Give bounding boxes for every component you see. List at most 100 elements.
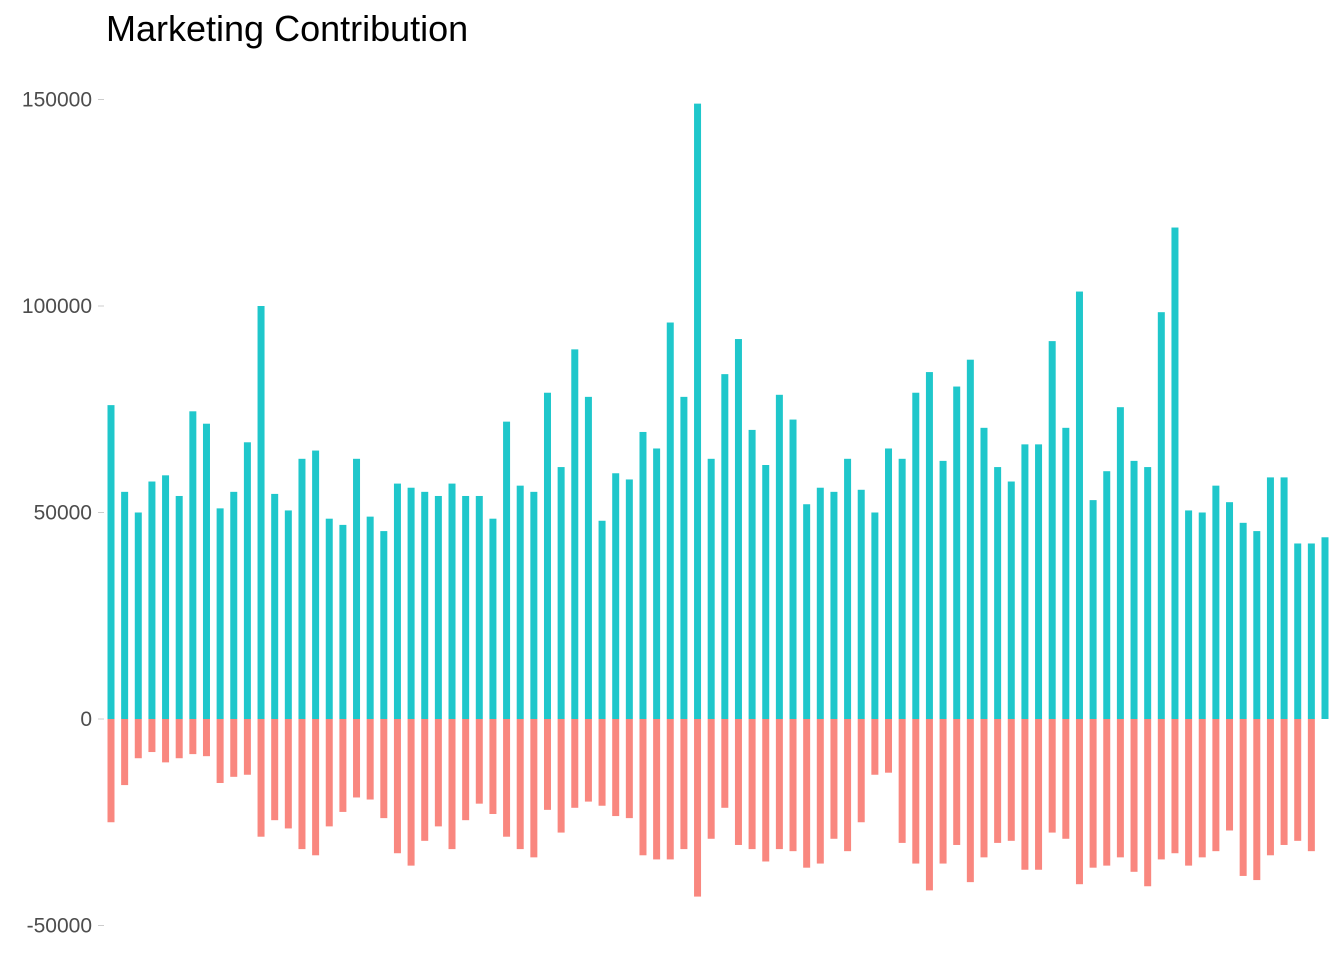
positive-bar	[353, 458, 361, 719]
positive-bar	[734, 339, 742, 719]
positive-bar	[298, 458, 306, 719]
negative-bar	[871, 719, 879, 775]
positive-bar	[598, 520, 606, 719]
positive-bar	[134, 512, 142, 719]
negative-bar	[530, 719, 538, 858]
positive-bar	[121, 491, 129, 719]
negative-bar	[121, 719, 129, 786]
positive-bar	[557, 467, 565, 719]
positive-bar	[1130, 460, 1138, 720]
positive-bar	[653, 448, 661, 719]
negative-bar	[1144, 719, 1152, 887]
negative-bar	[1048, 719, 1056, 833]
positive-bar	[612, 473, 620, 719]
negative-bar	[1007, 719, 1015, 841]
negative-bar	[434, 719, 442, 827]
positive-bar	[844, 458, 852, 719]
negative-bar	[939, 719, 947, 864]
positive-bar	[1048, 341, 1056, 719]
negative-bar	[1198, 719, 1206, 858]
positive-bar	[230, 491, 238, 719]
positive-bar	[639, 431, 647, 719]
positive-bar	[271, 493, 279, 719]
negative-bar	[966, 719, 974, 883]
negative-bar	[202, 719, 210, 757]
positive-bar	[1321, 537, 1329, 719]
positive-bar	[312, 450, 320, 719]
positive-bar	[1253, 531, 1261, 719]
positive-bar	[1021, 444, 1029, 719]
negative-bar	[1103, 719, 1111, 866]
negative-bar	[380, 719, 388, 819]
positive-bar	[530, 491, 538, 719]
positive-bar	[898, 458, 906, 719]
positive-bar	[1035, 444, 1043, 719]
positive-bar	[707, 458, 715, 719]
positive-bar	[857, 489, 865, 719]
negative-bar	[489, 719, 497, 814]
positive-bar	[475, 495, 483, 719]
negative-bar	[475, 719, 483, 804]
positive-bar	[939, 460, 947, 720]
negative-bar	[366, 719, 374, 800]
positive-bar	[366, 516, 374, 719]
negative-bar	[694, 719, 702, 897]
negative-bar	[598, 719, 606, 806]
positive-bar	[325, 518, 333, 719]
positive-bar	[1239, 522, 1247, 719]
negative-bar	[925, 719, 933, 891]
negative-bar	[707, 719, 715, 839]
negative-bar	[462, 719, 470, 821]
negative-bar	[1021, 719, 1029, 870]
negative-bar	[1212, 719, 1220, 852]
negative-bar	[448, 719, 456, 850]
negative-bar	[1075, 719, 1083, 885]
chart-title: Marketing Contribution	[106, 8, 469, 49]
negative-bar	[148, 719, 156, 753]
negative-bar	[1266, 719, 1274, 856]
positive-bar	[1075, 291, 1083, 719]
positive-bar	[803, 504, 811, 719]
y-tick-label: 0	[80, 708, 92, 731]
negative-bar	[994, 719, 1002, 843]
positive-bar	[666, 322, 674, 719]
negative-bar	[1062, 719, 1070, 839]
negative-bar	[953, 719, 961, 845]
positive-bar	[694, 103, 702, 719]
positive-bar	[1171, 227, 1179, 719]
positive-bar	[393, 483, 401, 719]
positive-bar	[830, 491, 838, 719]
positive-bar	[925, 372, 933, 719]
y-tick-label: -50000	[27, 915, 92, 938]
negative-bar	[639, 719, 647, 856]
negative-bar	[393, 719, 401, 854]
positive-bar	[1280, 477, 1288, 719]
negative-bar	[1157, 719, 1165, 860]
positive-bar	[994, 467, 1002, 719]
positive-bar	[721, 374, 729, 719]
positive-bar	[1089, 500, 1097, 719]
negative-bar	[257, 719, 265, 837]
positive-bar	[1007, 481, 1015, 719]
negative-bar	[734, 719, 742, 845]
positive-bar	[462, 495, 470, 719]
positive-bar	[571, 349, 579, 719]
y-tick-label: 150000	[22, 89, 92, 112]
negative-bar	[271, 719, 279, 821]
negative-bar	[516, 719, 524, 850]
positive-bar	[489, 518, 497, 719]
positive-bar	[284, 510, 292, 719]
negative-bar	[216, 719, 224, 784]
positive-bar	[107, 405, 115, 719]
negative-bar	[407, 719, 415, 866]
positive-bar	[789, 419, 797, 719]
negative-bar	[353, 719, 361, 798]
y-tick-label: 50000	[34, 502, 92, 525]
positive-bar	[216, 508, 224, 719]
negative-bar	[584, 719, 592, 802]
negative-bar	[980, 719, 988, 858]
negative-bar	[1185, 719, 1193, 866]
negative-bar	[1116, 719, 1124, 858]
positive-bar	[1212, 485, 1220, 719]
